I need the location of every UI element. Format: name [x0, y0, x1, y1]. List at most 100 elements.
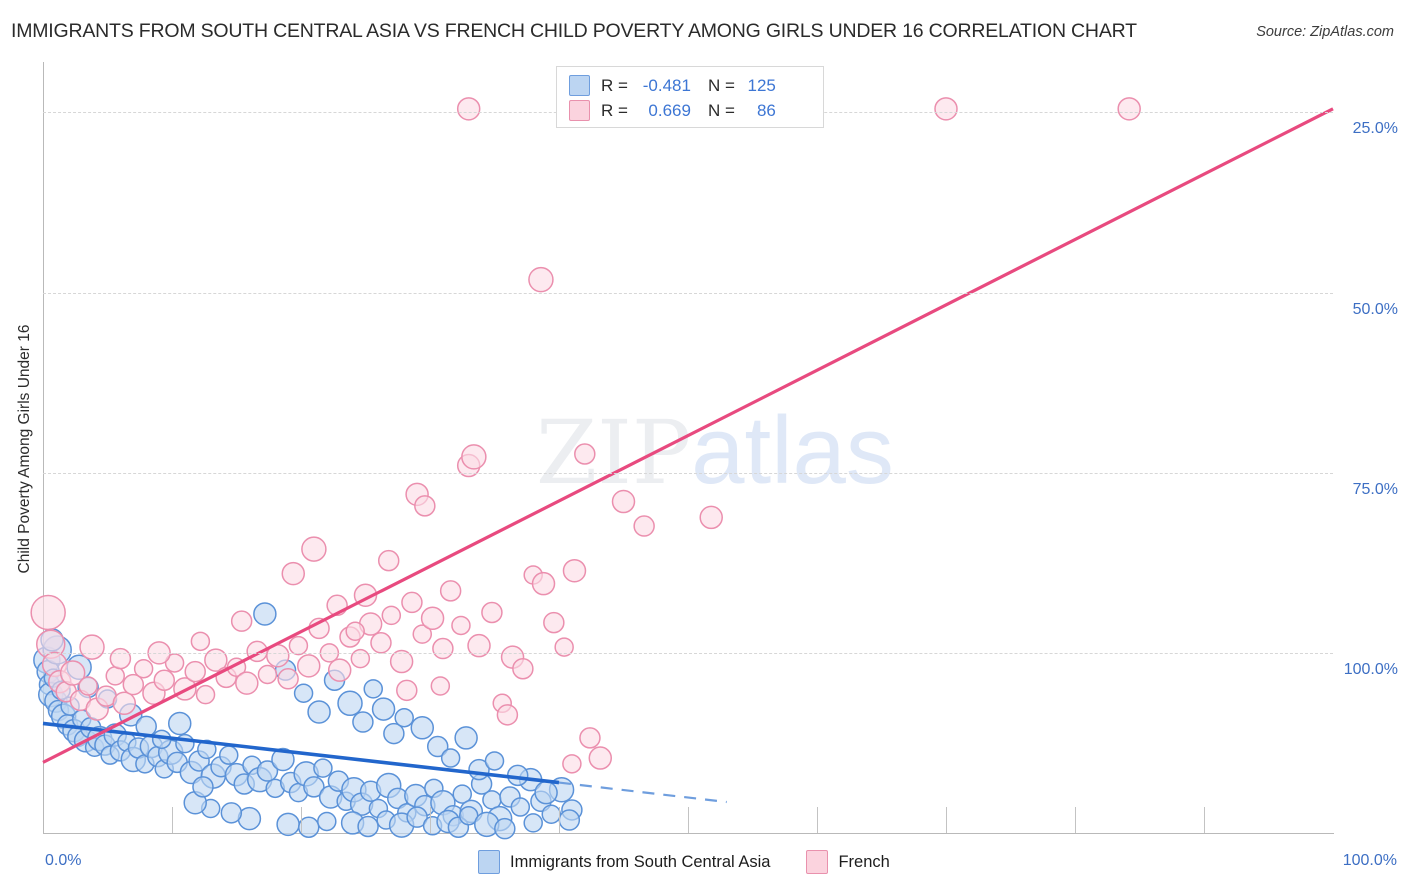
data-point [396, 679, 418, 702]
data-point [394, 707, 414, 728]
x-tick-30 [430, 807, 431, 833]
page-title: IMMIGRANTS FROM SOUTH CENTRAL ASIA VS FR… [11, 20, 1137, 42]
x-tick-10 [172, 807, 173, 833]
data-point [406, 806, 428, 828]
data-point [1117, 97, 1141, 121]
data-point [337, 690, 363, 717]
data-point [461, 444, 487, 470]
data-point [303, 776, 325, 798]
data-point [192, 776, 214, 798]
data-point [484, 751, 505, 771]
data-point [345, 621, 365, 641]
y-tick-label-100: 25.0% [1352, 120, 1398, 138]
data-point [574, 443, 596, 465]
x-tick-60 [817, 807, 818, 833]
data-point [554, 637, 574, 657]
data-point [220, 802, 243, 824]
data-point [588, 746, 613, 770]
series-swatch-icon-blue [569, 75, 590, 96]
data-point [451, 615, 471, 636]
x-tick-50 [688, 807, 689, 833]
data-point [452, 784, 472, 804]
y-tick-label-50: 75.0% [1352, 480, 1398, 498]
data-point [611, 489, 636, 514]
x-tick-70 [946, 807, 947, 833]
y-axis-line [43, 62, 44, 833]
data-point [410, 716, 435, 740]
data-point [352, 711, 374, 733]
data-point [494, 817, 516, 840]
data-point [153, 669, 176, 691]
data-point [440, 748, 461, 768]
data-point [253, 602, 277, 626]
plot-area [30, 62, 1334, 840]
n-value-pink: 86 [756, 100, 776, 120]
data-point [281, 561, 306, 586]
data-point [401, 591, 423, 614]
data-point [112, 691, 137, 716]
legend-item-immigrants[interactable]: Immigrants from South Central Asia [478, 850, 770, 874]
data-point [381, 605, 402, 626]
stats-row-blue: R = -0.481 N = 125 [569, 73, 811, 98]
legend-label-immigrants: Immigrants from South Central Asia [510, 852, 771, 871]
source-attribution: Source: ZipAtlas.com [1256, 24, 1394, 40]
trend-line [42, 107, 1334, 764]
x-tick-40 [559, 807, 560, 833]
data-point [288, 635, 309, 656]
x-tick-90 [1204, 807, 1205, 833]
gridline-75 [43, 292, 1333, 294]
data-point [301, 536, 327, 562]
data-point [934, 97, 958, 121]
data-point [512, 657, 534, 680]
x-axis-max-label: 100.0% [1342, 852, 1397, 869]
chart-legend: Immigrants from South Central Asia Frenc… [478, 850, 926, 874]
data-point [307, 700, 331, 724]
data-point [371, 697, 396, 721]
data-point [523, 813, 543, 833]
gridline-25 [43, 652, 1333, 654]
data-point [122, 673, 145, 696]
data-point [257, 664, 278, 685]
data-point [496, 704, 519, 726]
data-point [313, 758, 333, 778]
data-point [383, 722, 405, 745]
data-point [184, 660, 206, 683]
data-point [426, 735, 449, 758]
data-point [430, 676, 451, 696]
data-point [256, 760, 279, 782]
data-point [562, 558, 587, 583]
data-point [414, 495, 436, 517]
data-point [363, 679, 383, 699]
data-point [510, 797, 531, 817]
data-point [633, 515, 655, 537]
x-tick-80 [1075, 807, 1076, 833]
data-point [317, 811, 337, 832]
stats-row-pink: R = 0.669 N = 86 [569, 98, 811, 123]
data-point [389, 649, 414, 674]
x-tick-20 [301, 807, 302, 833]
x-axis-line [43, 833, 1334, 834]
n-label-pink: N = [707, 100, 735, 120]
data-point [357, 815, 379, 838]
data-point [197, 739, 217, 760]
data-point [190, 631, 211, 652]
r-value-pink: 0.669 [648, 100, 691, 120]
data-point [167, 711, 192, 736]
legend-label-french: French [838, 852, 890, 871]
y-tick-label-75: 50.0% [1352, 300, 1398, 318]
legend-item-french[interactable]: French [806, 850, 890, 874]
n-label-blue: N = [707, 75, 735, 95]
data-point [420, 606, 445, 631]
data-point [297, 816, 320, 838]
r-value-blue: -0.481 [642, 75, 691, 95]
data-point [59, 660, 86, 686]
data-point [454, 726, 478, 750]
n-value-blue: 125 [747, 75, 776, 95]
data-point [412, 624, 433, 644]
trend-lines [42, 107, 1334, 804]
data-point [133, 658, 154, 679]
legend-swatch-icon-blue [478, 850, 500, 874]
r-label-blue: R = [601, 75, 628, 95]
data-point [562, 754, 582, 774]
